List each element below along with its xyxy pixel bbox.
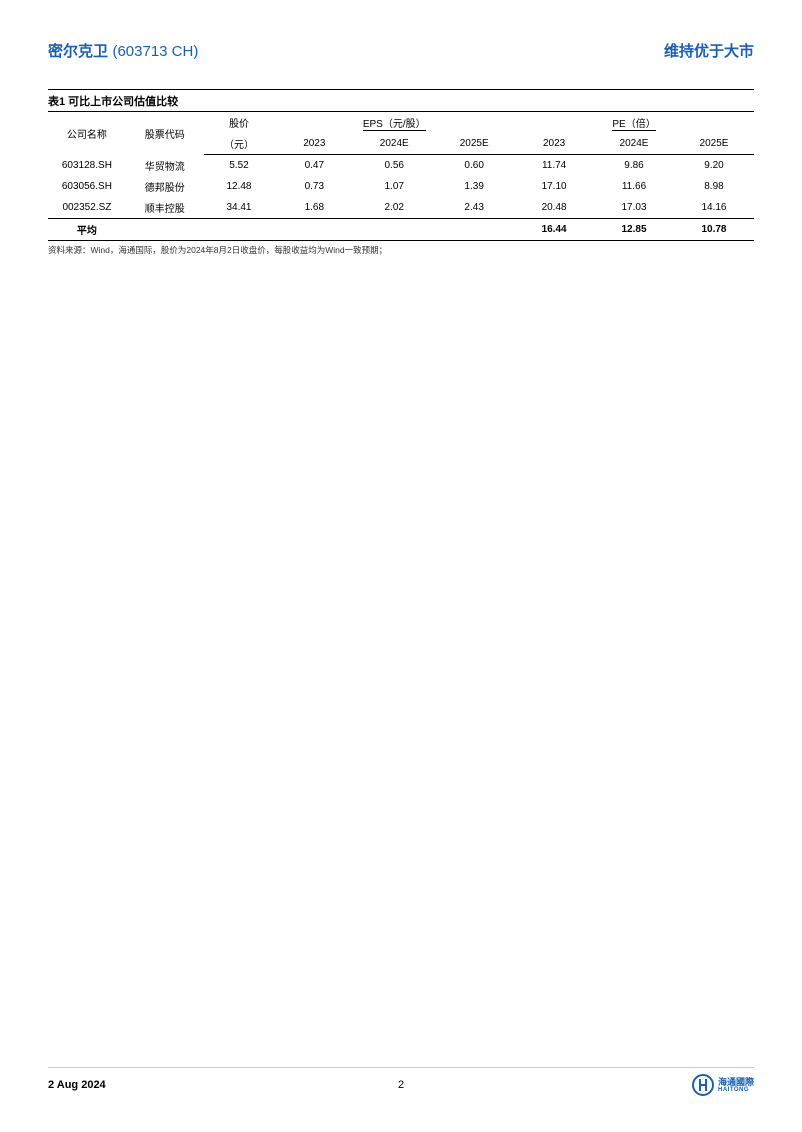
cell-pe2024e: 17.03 (594, 197, 674, 219)
cell-eps2023: 1.68 (274, 197, 354, 219)
cell-price: 12.48 (204, 176, 275, 197)
footer-page-number: 2 (398, 1079, 404, 1091)
rating-label: 维持优于大市 (664, 40, 754, 61)
table-average-row: 平均 16.44 12.85 10.78 (48, 218, 754, 240)
col-eps-group: EPS（元/股） (274, 112, 514, 134)
cell-avg-pe2023: 16.44 (514, 218, 594, 240)
logo-text-cn: 海通國際 (718, 1078, 754, 1087)
cell-avg-pe2025e: 10.78 (674, 218, 754, 240)
col-pe-group: PE（倍） (514, 112, 754, 134)
table-title: 表1 可比上市公司估值比较 (48, 89, 754, 109)
cell-name: 华贸物流 (126, 155, 204, 176)
table-row: 603056.SH 德邦股份 12.48 0.73 1.07 1.39 17.1… (48, 176, 754, 197)
logo-text-wrapper: 海通國際 HAITONG (718, 1078, 754, 1093)
col-eps-2025e: 2025E (434, 133, 514, 155)
col-code: 股票代码 (126, 112, 204, 155)
col-pe-2025e: 2025E (674, 133, 754, 155)
cell-eps2024e: 1.07 (354, 176, 434, 197)
cell-eps2025e: 1.39 (434, 176, 514, 197)
col-price: 股价 (204, 112, 275, 134)
cell-pe2024e: 9.86 (594, 155, 674, 176)
col-eps-2023: 2023 (274, 133, 354, 155)
cell-name: 顺丰控股 (126, 197, 204, 219)
page-header: 密尔克卫 (603713 CH) 维持优于大市 (48, 40, 754, 61)
cell-avg-label: 平均 (48, 218, 126, 240)
cell-price: 34.41 (204, 197, 275, 219)
cell-code: 002352.SZ (48, 197, 126, 219)
comparison-table: 公司名称 股票代码 股价 EPS（元/股） PE（倍） （元） 2023 202… (48, 111, 754, 241)
cell-pe2023: 11.74 (514, 155, 594, 176)
cell-code: 603128.SH (48, 155, 126, 176)
cell-eps2023: 0.73 (274, 176, 354, 197)
page-footer: 2 Aug 2024 2 海通國際 HAITONG (48, 1067, 754, 1096)
col-company: 公司名称 (48, 112, 126, 155)
cell-eps2025e: 0.60 (434, 155, 514, 176)
cell-pe2025e: 14.16 (674, 197, 754, 219)
cell-pe2024e: 11.66 (594, 176, 674, 197)
source-note: 资料来源：Wind，海通国际，股价为2024年8月2日收盘价，每股收益均为Win… (48, 244, 754, 256)
cell-price: 5.52 (204, 155, 275, 176)
logo-text-en: HAITONG (718, 1087, 754, 1093)
cell-code: 603056.SH (48, 176, 126, 197)
company-name: 密尔克卫 (48, 43, 108, 60)
cell-pe2025e: 9.20 (674, 155, 754, 176)
table-body: 603128.SH 华贸物流 5.52 0.47 0.56 0.60 11.74… (48, 155, 754, 241)
cell-avg-pe2024e: 12.85 (594, 218, 674, 240)
col-pe-2023: 2023 (514, 133, 594, 155)
cell-pe2023: 20.48 (514, 197, 594, 219)
table-row: 002352.SZ 顺丰控股 34.41 1.68 2.02 2.43 20.4… (48, 197, 754, 219)
footer-logo: 海通國際 HAITONG (692, 1074, 754, 1096)
cell-pe2025e: 8.98 (674, 176, 754, 197)
cell-eps2025e: 2.43 (434, 197, 514, 219)
col-eps-2024e: 2024E (354, 133, 434, 155)
col-price-unit: （元） (204, 133, 275, 155)
haitong-logo-icon (692, 1074, 714, 1096)
footer-date: 2 Aug 2024 (48, 1079, 106, 1091)
col-pe-2024e: 2024E (594, 133, 674, 155)
cell-pe2023: 17.10 (514, 176, 594, 197)
table-row: 603128.SH 华贸物流 5.52 0.47 0.56 0.60 11.74… (48, 155, 754, 176)
table-group-header: 公司名称 股票代码 股价 EPS（元/股） PE（倍） (48, 112, 754, 134)
cell-name: 德邦股份 (126, 176, 204, 197)
cell-eps2024e: 0.56 (354, 155, 434, 176)
company-ticker: (603713 CH) (112, 43, 198, 60)
cell-eps2024e: 2.02 (354, 197, 434, 219)
cell-eps2023: 0.47 (274, 155, 354, 176)
header-left: 密尔克卫 (603713 CH) (48, 40, 198, 61)
